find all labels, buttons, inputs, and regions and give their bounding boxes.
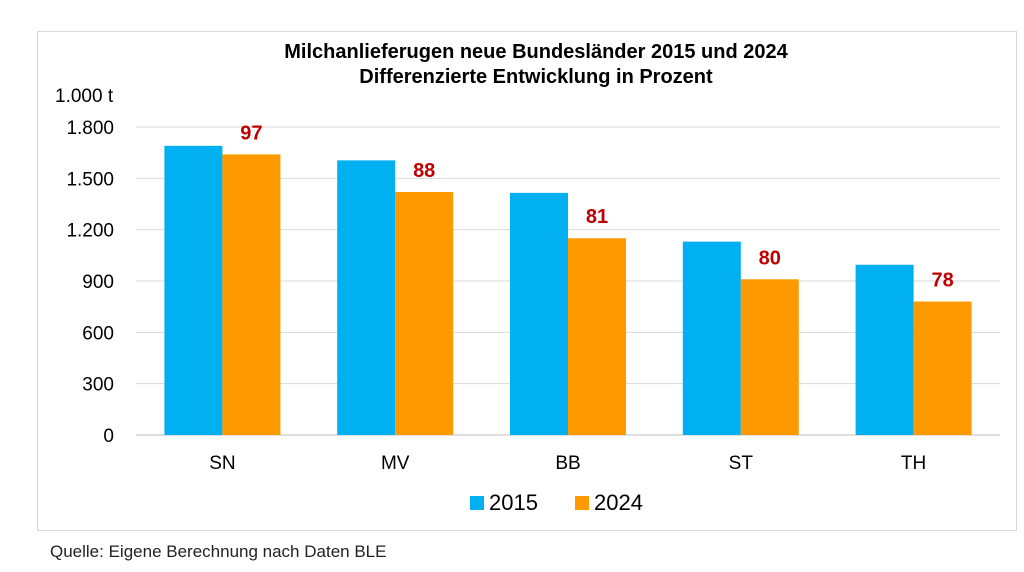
bar-2015-sn (164, 145, 223, 436)
bar-2015-st (682, 241, 741, 435)
y-tick-label: 0 (103, 426, 114, 447)
bar-2024-th (913, 301, 972, 435)
y-axis-unit-label: 1.000 t (55, 86, 114, 107)
chart-frame: Milchanlieferugen neue Bundesländer 2015… (37, 31, 1017, 531)
x-tick-label: TH (901, 453, 926, 474)
legend-swatch-2015 (470, 496, 484, 510)
data-label-percent: 78 (931, 270, 953, 292)
legend-label-2015: 2015 (489, 490, 538, 515)
y-tick-label: 1.800 (66, 118, 114, 139)
bar-chart: Milchanlieferugen neue Bundesländer 2015… (55, 41, 1000, 515)
bar-2024-sn (222, 154, 281, 435)
bar-2024-st (740, 279, 799, 435)
x-tick-label: ST (729, 453, 754, 474)
bar-2015-bb (510, 192, 568, 435)
source-note: Quelle: Eigene Berechnung nach Daten BLE (50, 542, 387, 561)
y-tick-label: 1.200 (66, 221, 114, 242)
bar-2015-mv (337, 160, 396, 435)
bar-2024-bb (568, 238, 626, 435)
data-label-percent: 81 (586, 206, 608, 228)
chart-title-line-2: Differenzierte Entwicklung in Prozent (359, 66, 713, 88)
chart-title-line-1: Milchanlieferugen neue Bundesländer 2015… (284, 41, 788, 63)
bar-2015-th (855, 264, 914, 435)
y-tick-label: 1.500 (66, 169, 114, 190)
x-tick-label: BB (555, 453, 580, 474)
data-label-percent: 80 (759, 247, 781, 269)
legend-swatch-2024 (575, 496, 589, 510)
x-tick-label: MV (381, 453, 410, 474)
y-tick-label: 600 (82, 323, 114, 344)
y-tick-label: 300 (82, 375, 114, 396)
legend-label-2024: 2024 (594, 490, 643, 515)
bar-2024-mv (395, 192, 454, 435)
data-label-percent: 97 (240, 122, 262, 144)
y-tick-label: 900 (82, 272, 114, 293)
data-label-percent: 88 (413, 160, 435, 182)
x-tick-label: SN (209, 453, 235, 474)
